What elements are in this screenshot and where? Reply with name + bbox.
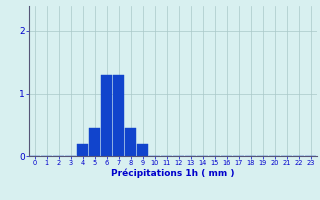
X-axis label: Précipitations 1h ( mm ): Précipitations 1h ( mm ) [111,169,235,178]
Bar [113,75,124,156]
Bar [137,144,148,156]
Bar [77,144,88,156]
Bar [89,128,100,156]
Bar [125,128,136,156]
Bar [101,75,112,156]
